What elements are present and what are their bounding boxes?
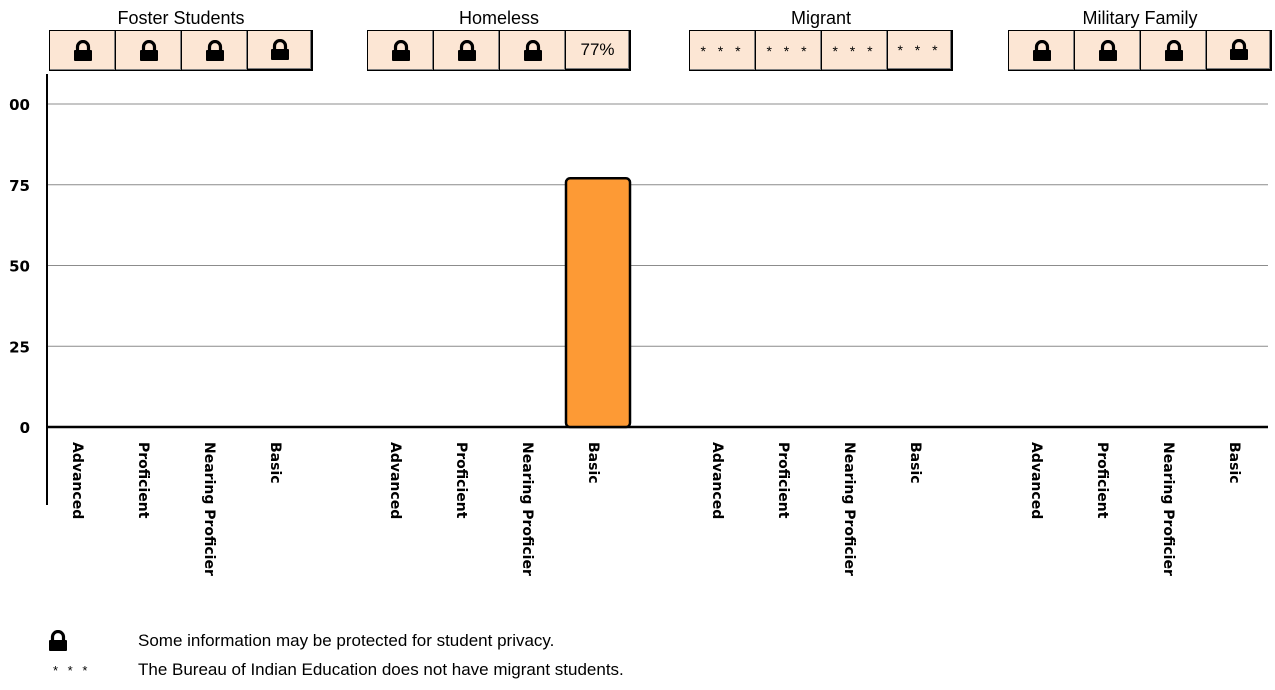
x-tick-label: Nearing Proficier <box>519 442 535 576</box>
value-cell: * * * <box>887 30 953 71</box>
x-tick-label: Proficient <box>135 442 151 519</box>
suppressed-value: * * * <box>700 42 745 59</box>
suppressed-value: * * * <box>832 42 877 59</box>
legend-text-migrant: The Bureau of Indian Education does not … <box>138 660 624 679</box>
lock-icon <box>1032 39 1051 61</box>
x-tick-label: Advanced <box>387 442 403 519</box>
x-tick-label: Advanced <box>69 442 85 519</box>
y-tick-label: 25 <box>9 338 30 356</box>
suppressed-value: * * * <box>897 42 942 58</box>
lock-icon <box>205 39 224 61</box>
value-cell <box>499 30 565 71</box>
group-title: Migrant <box>790 8 852 28</box>
value-cell <box>1074 30 1140 71</box>
value-cell <box>433 30 499 71</box>
x-tick-label: Proficient <box>453 442 469 519</box>
suppressed-value: * * * <box>766 42 811 59</box>
lock-icon <box>523 39 542 61</box>
y-tick-label: 75 <box>9 177 30 195</box>
lock-icon <box>457 39 476 61</box>
lock-icon <box>49 630 67 651</box>
group-value-cells: * * * * * * * * * * * * <box>689 30 953 71</box>
lock-icon <box>1164 39 1183 61</box>
value-cell <box>181 30 247 71</box>
x-tick-label: Nearing Proficier <box>1160 442 1176 576</box>
x-tick-label: Basic <box>267 442 283 484</box>
legend-stars-symbol: * * * <box>48 663 138 678</box>
lock-icon <box>1098 39 1117 61</box>
value-cell: * * * <box>689 30 755 71</box>
legend-stars: * * * <box>53 662 91 678</box>
value-cell: * * * <box>755 30 821 71</box>
lock-icon <box>391 39 410 61</box>
value-text: 77% <box>580 40 615 59</box>
value-cell <box>49 30 115 71</box>
value-cell <box>1140 30 1206 71</box>
legend-lock-symbol <box>48 630 138 652</box>
value-cell <box>1008 30 1074 71</box>
bar-chart: 0 25 50 75 00 Advanced Proficient Nearing Profi… <box>9 74 1268 576</box>
group-value-cells: 77% <box>367 30 631 71</box>
value-cell <box>115 30 181 71</box>
x-tick-label: Basic <box>1226 442 1242 484</box>
y-tick-label: 50 <box>9 258 30 276</box>
x-tick-label: Proficient <box>775 442 791 519</box>
legend-text-privacy: Some information may be protected for st… <box>138 631 555 650</box>
legend-row-privacy: Some information may be protected for st… <box>48 630 554 652</box>
group-value-cells <box>49 30 313 71</box>
bar <box>564 177 632 429</box>
group-title: Homeless <box>458 8 540 28</box>
y-tick-label: 00 <box>9 96 30 114</box>
lock-icon <box>73 39 92 61</box>
x-tick-label: Basic <box>907 442 923 484</box>
value-cell <box>1206 30 1272 71</box>
x-tick-label: Advanced <box>1028 442 1044 519</box>
value-cell: 77% <box>565 30 631 71</box>
x-tick-label: Nearing Proficier <box>841 442 857 576</box>
group-value-cells <box>1008 30 1272 71</box>
lock-icon <box>270 39 289 60</box>
x-tick-label: Basic <box>585 442 601 484</box>
value-cell <box>367 30 433 71</box>
value-cell <box>247 30 313 71</box>
group-title: Military Family <box>1082 8 1198 28</box>
x-tick-label: Proficient <box>1094 442 1110 519</box>
x-tick-label: Nearing Proficier <box>201 442 217 576</box>
y-tick-label: 0 <box>20 419 30 437</box>
lock-icon <box>1229 39 1248 60</box>
legend-row-migrant: * * * The Bureau of Indian Education doe… <box>48 660 624 680</box>
lock-icon <box>139 39 158 61</box>
x-tick-label: Advanced <box>709 442 725 519</box>
group-title: Foster Students <box>117 8 245 28</box>
value-cell: * * * <box>821 30 887 71</box>
